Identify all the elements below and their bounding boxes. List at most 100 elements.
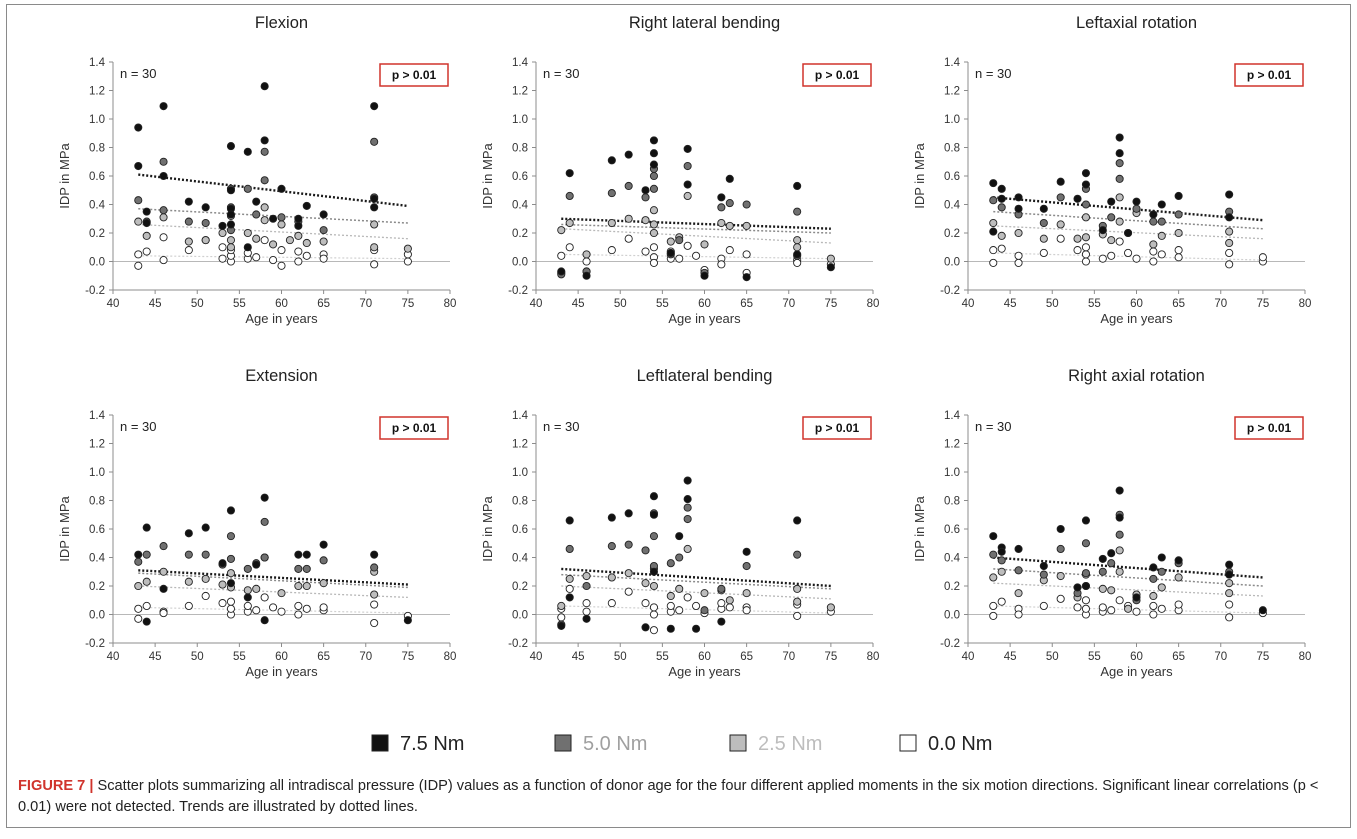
data-point [649,149,659,158]
data-point [134,250,143,259]
trend-line-25 [993,582,1263,597]
x-tick-label: 60 [698,651,711,663]
data-point [1225,227,1234,236]
data-point [134,581,143,591]
p-value-label: p > 0.01 [392,68,437,82]
trend-line-75 [993,556,1263,579]
data-point [1174,210,1183,219]
data-point [1107,606,1116,615]
y-tick-label: -0.2 [85,285,105,297]
data-point [277,213,286,222]
data-point [226,142,235,151]
y-tick-label: 0.4 [512,553,529,565]
x-tick-label: 60 [1130,298,1143,310]
data-point [226,243,235,252]
x-tick-label: 70 [1214,298,1227,310]
data-point [1149,591,1158,601]
data-point [649,160,659,169]
data-point [243,184,252,193]
data-point [725,603,734,612]
n-label: n = 30 [975,66,1012,81]
data-point [319,603,328,612]
caption-text: Scatter plots summarizing all intradisca… [18,778,1319,815]
x-tick-label: 50 [191,298,204,310]
data-point [184,246,193,255]
data-point [683,191,692,200]
y-axis-label: IDP in MPa [57,495,72,561]
data-point [641,599,650,608]
data-point [1098,567,1107,576]
data-point [226,569,235,578]
trend-line-50 [138,208,408,224]
data-point [1157,217,1166,226]
data-point [582,599,591,608]
x-tick-label: 65 [1172,298,1185,310]
legend-swatch [899,734,917,752]
data-point [226,604,235,613]
y-tick-label: 0.8 [512,143,528,155]
data-point [1081,250,1090,259]
panel-title: Leftlateral bending [637,367,773,385]
data-point [159,213,168,222]
data-point [793,550,802,559]
data-point [793,236,802,245]
data-point [218,228,227,238]
x-tick-label: 40 [530,298,543,310]
data-point [1149,610,1158,619]
data-point [184,529,193,538]
y-tick-label: 1.0 [512,467,528,479]
data-point [243,243,252,252]
data-point [1039,248,1048,257]
y-tick-label: 0.2 [512,228,528,240]
x-tick-label: 70 [359,298,372,310]
n-label: n = 30 [543,419,580,434]
data-point [285,236,294,245]
data-point [159,102,168,111]
data-point [277,184,286,193]
data-point [1225,190,1234,199]
data-point [582,571,591,581]
trend-line-00 [993,605,1263,614]
x-tick-label: 80 [444,651,457,663]
data-point [1149,247,1158,256]
y-tick-label: 0.8 [89,496,105,508]
y-tick-label: 1.4 [944,57,961,69]
data-point [557,621,566,630]
data-point [1132,254,1141,263]
data-point [742,562,751,571]
legend-item: 5.0 Nm [554,733,647,755]
data-point [1039,601,1048,611]
data-point [1107,586,1116,595]
data-point [582,607,591,616]
data-point [675,254,684,263]
data-point [252,210,261,219]
legend-swatch [371,734,389,752]
data-point [370,194,379,203]
y-tick-label: 0.4 [944,200,961,212]
p-value-label: p > 0.01 [815,68,860,82]
data-point [134,217,143,226]
data-point [1081,569,1090,578]
legend-label: 7.5 Nm [400,733,464,755]
x-tick-label: 55 [1088,651,1101,663]
data-point [1124,248,1133,257]
x-tick-label: 40 [107,298,120,310]
data-point [793,243,802,252]
data-point [1014,544,1023,554]
data-point [641,623,650,632]
data-point [683,503,692,512]
data-point [1132,204,1141,213]
y-tick-label: 0.6 [512,524,528,536]
x-tick-label: 50 [614,298,627,310]
data-point [725,596,734,605]
x-tick-label: 65 [317,651,330,663]
data-point [1081,213,1090,222]
data-point [641,216,650,225]
y-axis-label: IDP in MPa [912,142,927,208]
data-point [1107,251,1116,260]
data-point [989,532,998,541]
data-point [1258,606,1267,615]
data-point [269,214,278,223]
data-point [997,184,1006,193]
x-tick-label: 70 [359,651,372,663]
